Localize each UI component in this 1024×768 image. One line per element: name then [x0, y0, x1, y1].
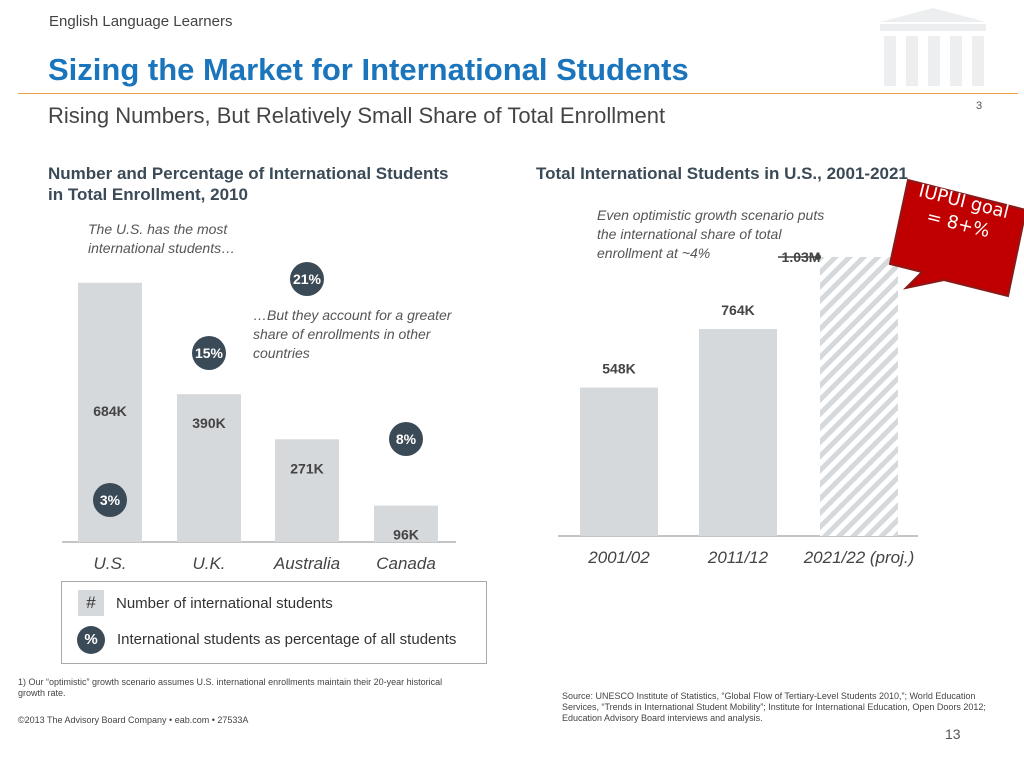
left-x-tick-label: Canada — [376, 554, 436, 573]
left-x-tick-label: U.K. — [192, 554, 225, 573]
left-bar-australia — [275, 439, 339, 542]
left-chart-title: Number and Percentage of International S… — [48, 164, 449, 204]
source-note: Source: UNESCO Institute of Statistics, … — [562, 691, 986, 723]
right-bar-value-label: 764K — [721, 302, 754, 318]
left-bar-canada — [374, 505, 438, 542]
right-bar — [699, 329, 777, 536]
annotation-leader-dot — [815, 253, 821, 260]
annotation-optimistic-growth: Even optimistic growth scenario puts the… — [597, 207, 825, 261]
legend-count-label: Number of international students — [116, 595, 333, 612]
left-bar-value-label: 684K — [93, 403, 126, 419]
right-x-tick-label: 2011/12 — [707, 548, 769, 567]
right-x-tick-label: 2001/02 — [587, 548, 650, 567]
right-bar — [580, 387, 658, 536]
legend-count-swatch: # — [78, 590, 104, 616]
percent-bubble — [290, 262, 324, 296]
left-x-tick-label: U.S. — [93, 554, 126, 573]
percent-bubble — [389, 422, 423, 456]
title-divider — [18, 93, 1018, 94]
page-title: Sizing the Market for International Stud… — [48, 52, 689, 87]
right-bar-projected — [820, 256, 898, 536]
percent-bubble-label: 15% — [195, 345, 224, 361]
right-chart-title: Total International Students in U.S., 20… — [536, 164, 908, 183]
legend-percent-label: International students as percentage of … — [117, 631, 457, 648]
percent-bubble — [93, 483, 127, 517]
right-x-tick-label: 2021/22 (proj.) — [803, 548, 915, 567]
legend-box — [61, 581, 487, 664]
page-subtitle: Rising Numbers, But Relatively Small Sha… — [48, 103, 666, 128]
annotation-most-students: The U.S. has the most international stud… — [88, 221, 236, 256]
right-bar-value-label: 548K — [602, 361, 635, 377]
section-kicker: English Language Learners — [49, 13, 233, 30]
percent-bubble-label: 21% — [293, 271, 322, 287]
legend-percent-swatch: % — [77, 626, 105, 654]
footnote: 1) Our “optimistic” growth scenario assu… — [18, 677, 443, 698]
building-logo-icon — [880, 8, 986, 86]
percent-bubble-label: 8% — [396, 431, 417, 447]
left-x-tick-label: Australia — [273, 554, 340, 573]
copyright: ©2013 The Advisory Board Company • eab.c… — [18, 715, 249, 725]
left-bar-chart: 684K 3% U.S. 390K 15% U.K. 271K 21% Australia 96K… — [62, 262, 456, 573]
left-bar-value-label: 96K — [393, 527, 419, 543]
percent-bubble — [192, 336, 226, 370]
slide-number-small: 3 — [976, 100, 983, 112]
annotation-greater-share: …But they account for a greater share of… — [253, 307, 452, 361]
page-number: 13 — [945, 726, 961, 742]
percent-bubble-label: 3% — [100, 492, 121, 508]
left-bar-value-label: 390K — [192, 415, 225, 431]
callout-badge — [888, 178, 1024, 298]
left-bar-value-label: 271K — [290, 460, 323, 476]
left-bar-uk — [177, 394, 241, 542]
